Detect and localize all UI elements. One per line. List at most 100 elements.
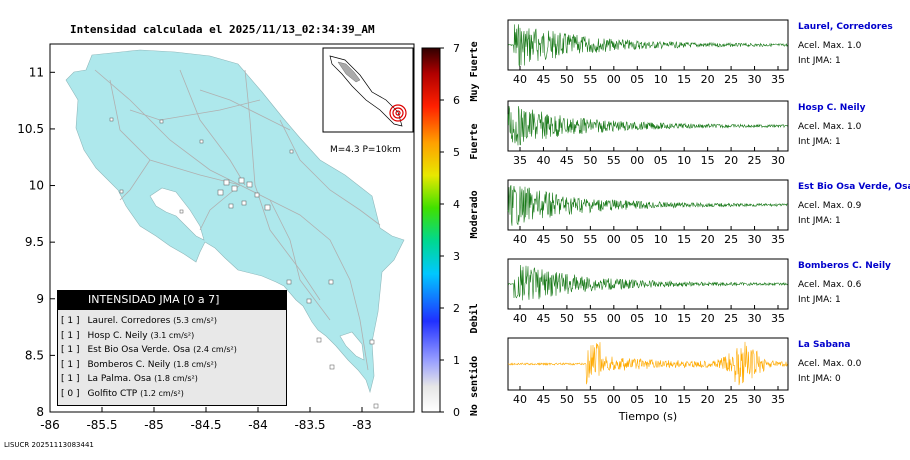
waveform-tick-label: 00 bbox=[607, 312, 621, 325]
waveform-tick-label: 20 bbox=[701, 73, 715, 86]
waveform-tick-label: 45 bbox=[536, 233, 550, 246]
waveform-tick-label: 25 bbox=[724, 233, 738, 246]
map-x-tick-label: -83 bbox=[352, 418, 372, 432]
waveform-tick-label: 05 bbox=[630, 73, 644, 86]
colorbar-category-label: No sentido bbox=[468, 356, 480, 416]
waveform-trace bbox=[507, 264, 788, 301]
gulf-nicoya bbox=[149, 187, 205, 241]
waveform-tick-label: 45 bbox=[536, 393, 550, 406]
waveform-tick-label: 40 bbox=[536, 154, 550, 167]
waveform-station-name: Laurel, Corredores bbox=[798, 22, 893, 32]
waveform-tick-label: 25 bbox=[724, 73, 738, 86]
waveform-tick-label: 15 bbox=[701, 154, 715, 167]
waveform-tick-label: 30 bbox=[748, 73, 762, 86]
map-y-tick-label: 10 bbox=[29, 179, 44, 193]
legend-item-jma: [ 1 ] bbox=[61, 345, 80, 355]
inset-land-2 bbox=[337, 61, 361, 83]
waveform-int-jma: Int JMA: 1 bbox=[798, 295, 841, 305]
waveform-panel: 40 45 50 55 00 05 10 15 20 25 30 35 bbox=[507, 179, 789, 246]
waveform-tick-label: 15 bbox=[677, 393, 691, 406]
waveform-tick-label: 30 bbox=[748, 393, 762, 406]
waveform-tick-label: 20 bbox=[701, 312, 715, 325]
waveform-tick-label: 50 bbox=[583, 154, 597, 167]
legend-item-value: (1.8 cm/s²) bbox=[154, 374, 198, 383]
legend-item-value: (1.2 cm/s²) bbox=[140, 388, 184, 398]
legend-item-jma: [ 1 ] bbox=[61, 374, 80, 384]
waveform-panel: 35 40 45 50 55 00 05 10 15 20 25 30 bbox=[507, 100, 789, 167]
colorbar-category-label: Fuerte bbox=[469, 124, 480, 160]
waveform-tick-label: 40 bbox=[513, 233, 527, 246]
legend-item-name: Golfito CTP bbox=[87, 388, 141, 399]
intensity-legend: INTENSIDAD JMA [0 a 7] [ 1 ] Laurel. Corr… bbox=[57, 290, 287, 406]
waveform-tick-label: 35 bbox=[771, 233, 785, 246]
colorbar-gradient bbox=[421, 47, 441, 413]
waveform-frame bbox=[507, 258, 789, 310]
waveform-tick-label: 05 bbox=[630, 312, 644, 325]
legend-title: INTENSIDAD JMA [0 a 7] bbox=[58, 291, 286, 310]
waveform-tick-label: 00 bbox=[607, 73, 621, 86]
legend-item-name: Est Bio Osa Verde. Osa bbox=[87, 345, 194, 355]
map-x-tick-label: -86 bbox=[40, 418, 60, 432]
legend-item: [ 1 ] Est Bio Osa Verde. Osa (2.4 cm/s²) bbox=[61, 343, 286, 358]
waveform-int-jma: Int JMA: 0 bbox=[798, 374, 841, 384]
map-y-tick-label: 9 bbox=[36, 292, 44, 306]
map-y-tick-label: 8 bbox=[36, 405, 44, 419]
waveform-station-name: Est Bio Osa Verde, Osa bbox=[798, 182, 910, 192]
legend-item-jma: [ 1 ] bbox=[61, 330, 80, 341]
map-y-tick-label: 11 bbox=[29, 65, 44, 79]
colorbar-tick-label: 7 bbox=[453, 42, 460, 55]
waveform-trace bbox=[507, 185, 788, 226]
waveform-tick-label: 45 bbox=[536, 73, 550, 86]
waveform-tick-label: 20 bbox=[724, 154, 738, 167]
intensity-colorbar: 0 1 2 3 4 5 6 7 No sentido Debil Moderado Fuerte Mu… bbox=[421, 41, 480, 419]
map-y-tick-label: 10.5 bbox=[17, 122, 44, 136]
waveform-station-name: Hosp C. Neily bbox=[798, 103, 866, 113]
waveform-panel: 40 45 50 55 00 05 10 15 20 25 30 35 bbox=[507, 258, 789, 325]
legend-item: [ 1 ] La Palma. Osa (1.8 cm/s²) bbox=[61, 372, 286, 387]
colorbar-category-label: Muy Fuerte bbox=[469, 41, 480, 101]
waveform-tick-label: 50 bbox=[560, 73, 574, 86]
waveform-tick-label: 35 bbox=[513, 154, 527, 167]
waveform-trace bbox=[507, 341, 788, 386]
waveform-tick-label: 20 bbox=[701, 233, 715, 246]
map-x-tick-label: -85 bbox=[144, 418, 164, 432]
colorbar-tick-label: 1 bbox=[453, 354, 460, 367]
waveform-tick-label: 30 bbox=[771, 154, 785, 167]
waveform-acel-max: Acel. Max. 0.9 bbox=[798, 201, 862, 211]
legend-item-value: (5.3 cm/s²) bbox=[173, 316, 217, 325]
waveform-tick-label: 05 bbox=[630, 233, 644, 246]
waveform-tick-label: 10 bbox=[654, 233, 668, 246]
legend-item: [ 1 ] Bomberos C. Neily (1.8 cm/s²) bbox=[61, 358, 286, 373]
map-y-tick-label: 8.5 bbox=[25, 348, 44, 362]
waveform-panel: 40 45 50 55 00 05 10 15 20 25 30 35 bbox=[507, 19, 789, 86]
waveform-info: Hosp C. Neily Acel. Max. 1.0 Int JMA: 1 bbox=[798, 103, 865, 147]
waveform-tick-label: 25 bbox=[724, 312, 738, 325]
colorbar-tick-label: 3 bbox=[453, 250, 460, 263]
map-x-tick-label: -84 bbox=[248, 418, 268, 432]
waveform-int-jma: Int JMA: 1 bbox=[798, 137, 841, 147]
waveform-tick-label: 15 bbox=[677, 73, 691, 86]
legend-item: [ 1 ] Laurel. Corredores (5.3 cm/s²) bbox=[61, 314, 286, 329]
waveform-station-name: Bomberos C. Neily bbox=[798, 261, 891, 271]
waveform-tick-label: 55 bbox=[583, 73, 597, 86]
road-network bbox=[94, 69, 381, 371]
waveform-station-name: La Sabana bbox=[798, 340, 851, 350]
waveform-info: Laurel, Corredores Acel. Max. 1.0 Int JMA:… bbox=[798, 22, 893, 66]
waveform-tick-label: 10 bbox=[654, 73, 668, 86]
legend-item-name: Hosp C. Neily bbox=[87, 330, 151, 341]
waveform-tick-label: 55 bbox=[607, 154, 621, 167]
waveform-acel-max: Acel. Max. 1.0 bbox=[798, 41, 862, 51]
waveform-tick-label: 50 bbox=[560, 393, 574, 406]
waveform-tick-label: 25 bbox=[724, 393, 738, 406]
epicenter-icon bbox=[389, 104, 407, 122]
waveform-acel-max: Acel. Max. 0.0 bbox=[798, 359, 862, 369]
legend-item: [ 1 ] Hosp C. Neily (3.1 cm/s²) bbox=[61, 329, 286, 344]
waveform-tick-label: 45 bbox=[560, 154, 574, 167]
colorbar-ticks: 0 1 2 3 4 5 6 7 bbox=[440, 42, 460, 419]
waveform-tick-label: 05 bbox=[630, 393, 644, 406]
waveform-tick-label: 40 bbox=[513, 393, 527, 406]
waveform-tick-label: 20 bbox=[701, 393, 715, 406]
waveform-tick-label: 00 bbox=[607, 393, 621, 406]
waveform-panels: 40 45 50 55 00 05 10 15 20 25 30 35 35 40 45 50 55 00 05 10… bbox=[507, 19, 789, 423]
golfo-dulce bbox=[339, 331, 365, 361]
